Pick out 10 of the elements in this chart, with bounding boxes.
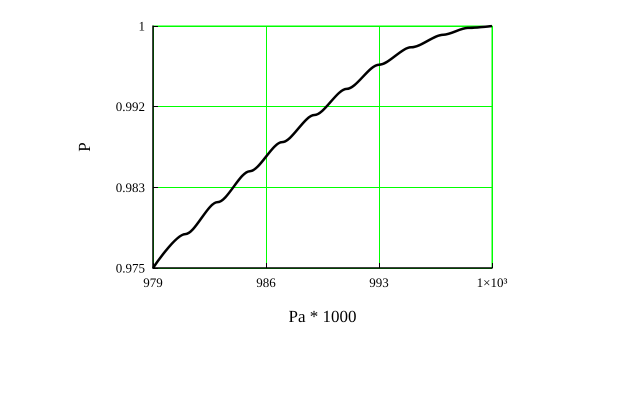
x-tick-label: 993 [369,275,389,290]
x-tick-label: 1×10³ [476,275,508,290]
x-tick-label: 986 [256,275,276,290]
y-tick-label: 0.983 [116,180,145,195]
x-axis-title: Pa * 1000 [288,307,356,326]
y-axis-title: P [75,142,94,152]
y-tick-label: 1 [138,18,145,34]
x-tick-label: 979 [143,275,163,290]
text: 0.975 [116,260,145,276]
y-tick-label: 0.992 [116,99,145,114]
